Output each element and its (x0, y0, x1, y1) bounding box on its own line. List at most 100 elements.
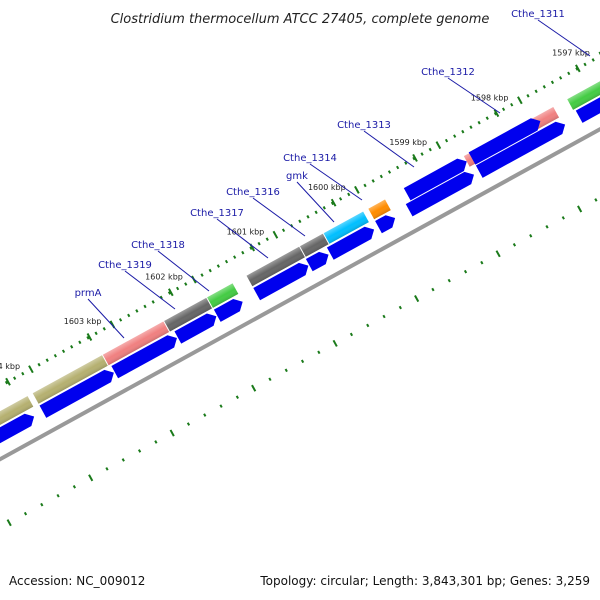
kbp-tick (412, 153, 418, 162)
gene-segment[interactable] (567, 48, 600, 110)
cds-arrow[interactable] (174, 310, 219, 344)
kbp-label: 1599 kbp (389, 138, 427, 147)
tick-dot (186, 422, 191, 426)
tick-dot (224, 259, 229, 264)
tick-dot (169, 429, 175, 437)
tick-dot (137, 449, 142, 453)
gene-segment[interactable] (0, 396, 34, 440)
tick-dot (510, 102, 514, 107)
gene-name[interactable]: Cthe_1316 (226, 187, 280, 198)
tick-dot (545, 225, 549, 229)
gene-segment[interactable] (246, 246, 305, 287)
gene-name[interactable]: Cthe_1319 (98, 260, 152, 271)
tick-dot (480, 260, 484, 265)
gene-name[interactable]: Cthe_1318 (131, 240, 185, 251)
gene-segment[interactable] (207, 283, 239, 308)
tick-dot (477, 120, 481, 125)
cds-arrow[interactable] (305, 248, 332, 272)
gene-name[interactable]: Cthe_1312 (421, 67, 475, 78)
cds-arrow[interactable] (405, 168, 478, 217)
gene-label[interactable]: Cthe_1319 (98, 260, 176, 310)
tick-dot (371, 179, 375, 183)
tick-dot (203, 413, 207, 417)
tick-dot (21, 371, 25, 376)
tick-dot (257, 241, 261, 246)
cds-arrow[interactable] (253, 260, 311, 301)
ruler-mark: 1604 kbp (0, 362, 20, 386)
gene-segment[interactable] (300, 233, 329, 257)
kbp-label: 1601 kbp (227, 228, 265, 237)
tick-dot (412, 156, 416, 161)
tick-dot (233, 255, 237, 259)
gene-name[interactable]: Cthe_1313 (337, 120, 391, 131)
tick-dot (387, 170, 392, 174)
gene-name[interactable]: prmA (75, 288, 102, 299)
kbp-label: 1598 kbp (471, 93, 509, 102)
cds-arrow[interactable] (475, 118, 569, 178)
leader-line (363, 130, 415, 168)
gene-segment[interactable] (102, 321, 170, 366)
kbp-label: 1604 kbp (0, 362, 20, 371)
tick-dot (219, 404, 223, 408)
cds-arrow[interactable] (111, 332, 180, 379)
cds-arrow[interactable] (403, 155, 470, 201)
tick-dot (105, 467, 109, 471)
leader-line (87, 298, 125, 339)
cds-arrow[interactable] (375, 212, 398, 234)
tick-dot (501, 107, 506, 112)
tick-dot (40, 502, 44, 507)
gene-label[interactable]: Cthe_1317 (190, 208, 269, 259)
cds-arrow[interactable] (575, 60, 600, 123)
gene-name[interactable]: Cthe_1314 (283, 153, 337, 164)
gene-label[interactable]: Cthe_1312 (421, 67, 501, 114)
genome-track (0, 48, 600, 527)
tick-dot (70, 344, 74, 349)
tick-dot (4, 380, 9, 385)
cds-arrow[interactable] (213, 296, 246, 322)
gene-segment[interactable] (164, 297, 213, 332)
tick-dot (347, 192, 351, 197)
tick-dot (143, 304, 147, 309)
gene-label[interactable]: gmk (286, 171, 335, 223)
gene-name[interactable]: Cthe_1311 (511, 9, 565, 20)
gene-segment[interactable] (32, 355, 108, 404)
tick-dot (208, 268, 212, 273)
tick-dot (151, 300, 155, 304)
gene-name[interactable]: gmk (286, 171, 308, 182)
tick-dot (56, 493, 60, 498)
tick-dot (78, 340, 82, 345)
gene-label[interactable]: Cthe_1318 (131, 240, 210, 292)
cds-arrow[interactable] (326, 223, 378, 260)
tick-dot (382, 314, 386, 319)
cds-arrow[interactable] (468, 115, 544, 165)
kbp-tick (86, 333, 93, 341)
gene-label[interactable]: Cthe_1316 (226, 187, 306, 237)
kbp-label: 1603 kbp (64, 317, 102, 326)
kbp-tick (493, 109, 500, 118)
gene-label[interactable]: Cthe_1314 (283, 153, 363, 201)
tick-dot (249, 246, 253, 250)
gene-label[interactable]: Cthe_1311 (511, 9, 591, 57)
tick-dot (72, 485, 76, 489)
kbp-tick (5, 377, 11, 386)
gene-label[interactable]: prmA (75, 288, 125, 339)
tick-dot (398, 305, 402, 310)
tick-dot (272, 230, 279, 239)
gene-segment[interactable] (368, 199, 391, 220)
tick-dot (251, 384, 257, 392)
tick-dot (94, 331, 98, 336)
ruler-mark: 1600 kbp (308, 183, 346, 207)
tick-dot (354, 185, 360, 194)
gene-segment[interactable] (323, 211, 369, 244)
gene-label[interactable]: Cthe_1313 (337, 120, 415, 168)
cds-arrow[interactable] (0, 410, 38, 454)
tick-dot (577, 205, 583, 213)
gene-name[interactable]: Cthe_1317 (190, 208, 244, 219)
ruler-mark: 1598 kbp (471, 93, 509, 118)
tick-dot (184, 282, 188, 286)
tick-dot (298, 219, 302, 224)
cds-arrow[interactable] (39, 367, 118, 418)
tick-dot (366, 323, 370, 328)
tick-dot (241, 250, 245, 255)
